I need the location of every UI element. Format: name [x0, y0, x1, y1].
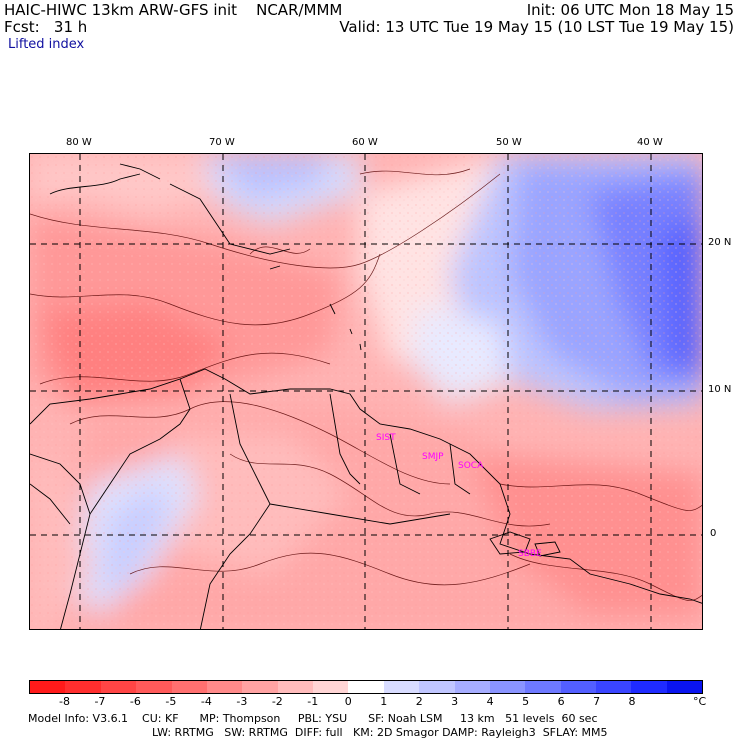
- colorbar-tick-label: 2: [415, 695, 423, 708]
- field-name: Lifted index: [8, 37, 85, 52]
- colorbar-tick-label: -4: [200, 695, 212, 708]
- colorbar-tick-label: -7: [94, 695, 106, 708]
- site-label-sist: SIST: [376, 433, 396, 443]
- colorbar-segment: [100, 681, 137, 693]
- colorbar-segment: [348, 681, 384, 693]
- colorbar-segment: [666, 681, 703, 693]
- colorbar-tick-label: 5: [522, 695, 530, 708]
- colorbar-unit: °C: [693, 695, 707, 708]
- colorbar: [29, 680, 703, 694]
- colorbar-segment: [525, 681, 561, 693]
- colorbar-segment: [631, 681, 667, 693]
- colorbar-segment: [313, 681, 349, 693]
- valid-time: Valid: 13 UTC Tue 19 May 15 (10 LST Tue …: [339, 18, 734, 36]
- lon-label-80w: 80 W: [66, 137, 92, 148]
- colorbar-segment: [277, 681, 313, 693]
- forecast-hour: Fcst: 31 h: [4, 18, 88, 36]
- colorbar-segment: [419, 681, 455, 693]
- colorbar-tick-label: 6: [557, 695, 565, 708]
- contour-lines: [30, 168, 702, 601]
- colorbar-tick-label: -1: [307, 695, 319, 708]
- colorbar-segment: [136, 681, 172, 693]
- lat-label-0: 0: [710, 528, 717, 539]
- colorbar-tick-label: 0: [344, 695, 352, 708]
- colorbar-tick-label: 7: [593, 695, 601, 708]
- colorbar-segment: [242, 681, 278, 693]
- colorbar-segment: [206, 681, 243, 693]
- colorbar-segment: [65, 681, 101, 693]
- colorbar-segment: [454, 681, 490, 693]
- init-time: Init: 06 UTC Mon 18 May 15: [526, 1, 734, 19]
- lat-label-10n: 10 N: [708, 384, 732, 395]
- colorbar-tick-label: -2: [271, 695, 283, 708]
- lat-lon-grid: [30, 154, 702, 629]
- colorbar-tick-label: -8: [58, 695, 70, 708]
- lon-label-70w: 70 W: [209, 137, 235, 148]
- model-info-line1: Model Info: V3.6.1 CU: KF MP: Thompson P…: [28, 712, 598, 725]
- colorbar-segment: [489, 681, 526, 693]
- lon-label-60w: 60 W: [352, 137, 378, 148]
- colorbar-segment: [383, 681, 420, 693]
- model-info-line2: LW: RRTMG SW: RRTMG DIFF: full KM: 2D Sm…: [152, 726, 608, 739]
- colorbar-segment: [560, 681, 596, 693]
- colorbar-tick-label: 4: [486, 695, 494, 708]
- lon-label-40w: 40 W: [637, 137, 663, 148]
- colorbar-segment: [596, 681, 632, 693]
- colorbar-tick-label: -6: [129, 695, 141, 708]
- lon-label-50w: 50 W: [496, 137, 522, 148]
- colorbar-segment: [30, 681, 66, 693]
- site-label-sbbe: SBBE: [518, 549, 542, 559]
- colorbar-tick-label: -5: [165, 695, 177, 708]
- colorbar-segment: [171, 681, 207, 693]
- site-label-soca: SOCA: [458, 461, 484, 471]
- colorbar-tick-label: -3: [236, 695, 248, 708]
- lat-label-20n: 20 N: [708, 237, 732, 248]
- colorbar-tick-label: 1: [380, 695, 388, 708]
- site-label-smjp: SMJP: [422, 452, 444, 462]
- map-canvas: [30, 154, 702, 629]
- title-line: HAIC-HIWC 13km ARW-GFS init NCAR/MMM: [4, 1, 343, 19]
- lifted-index-map: [29, 153, 703, 630]
- colorbar-tick-label: 8: [628, 695, 636, 708]
- colorbar-tick-label: 3: [451, 695, 459, 708]
